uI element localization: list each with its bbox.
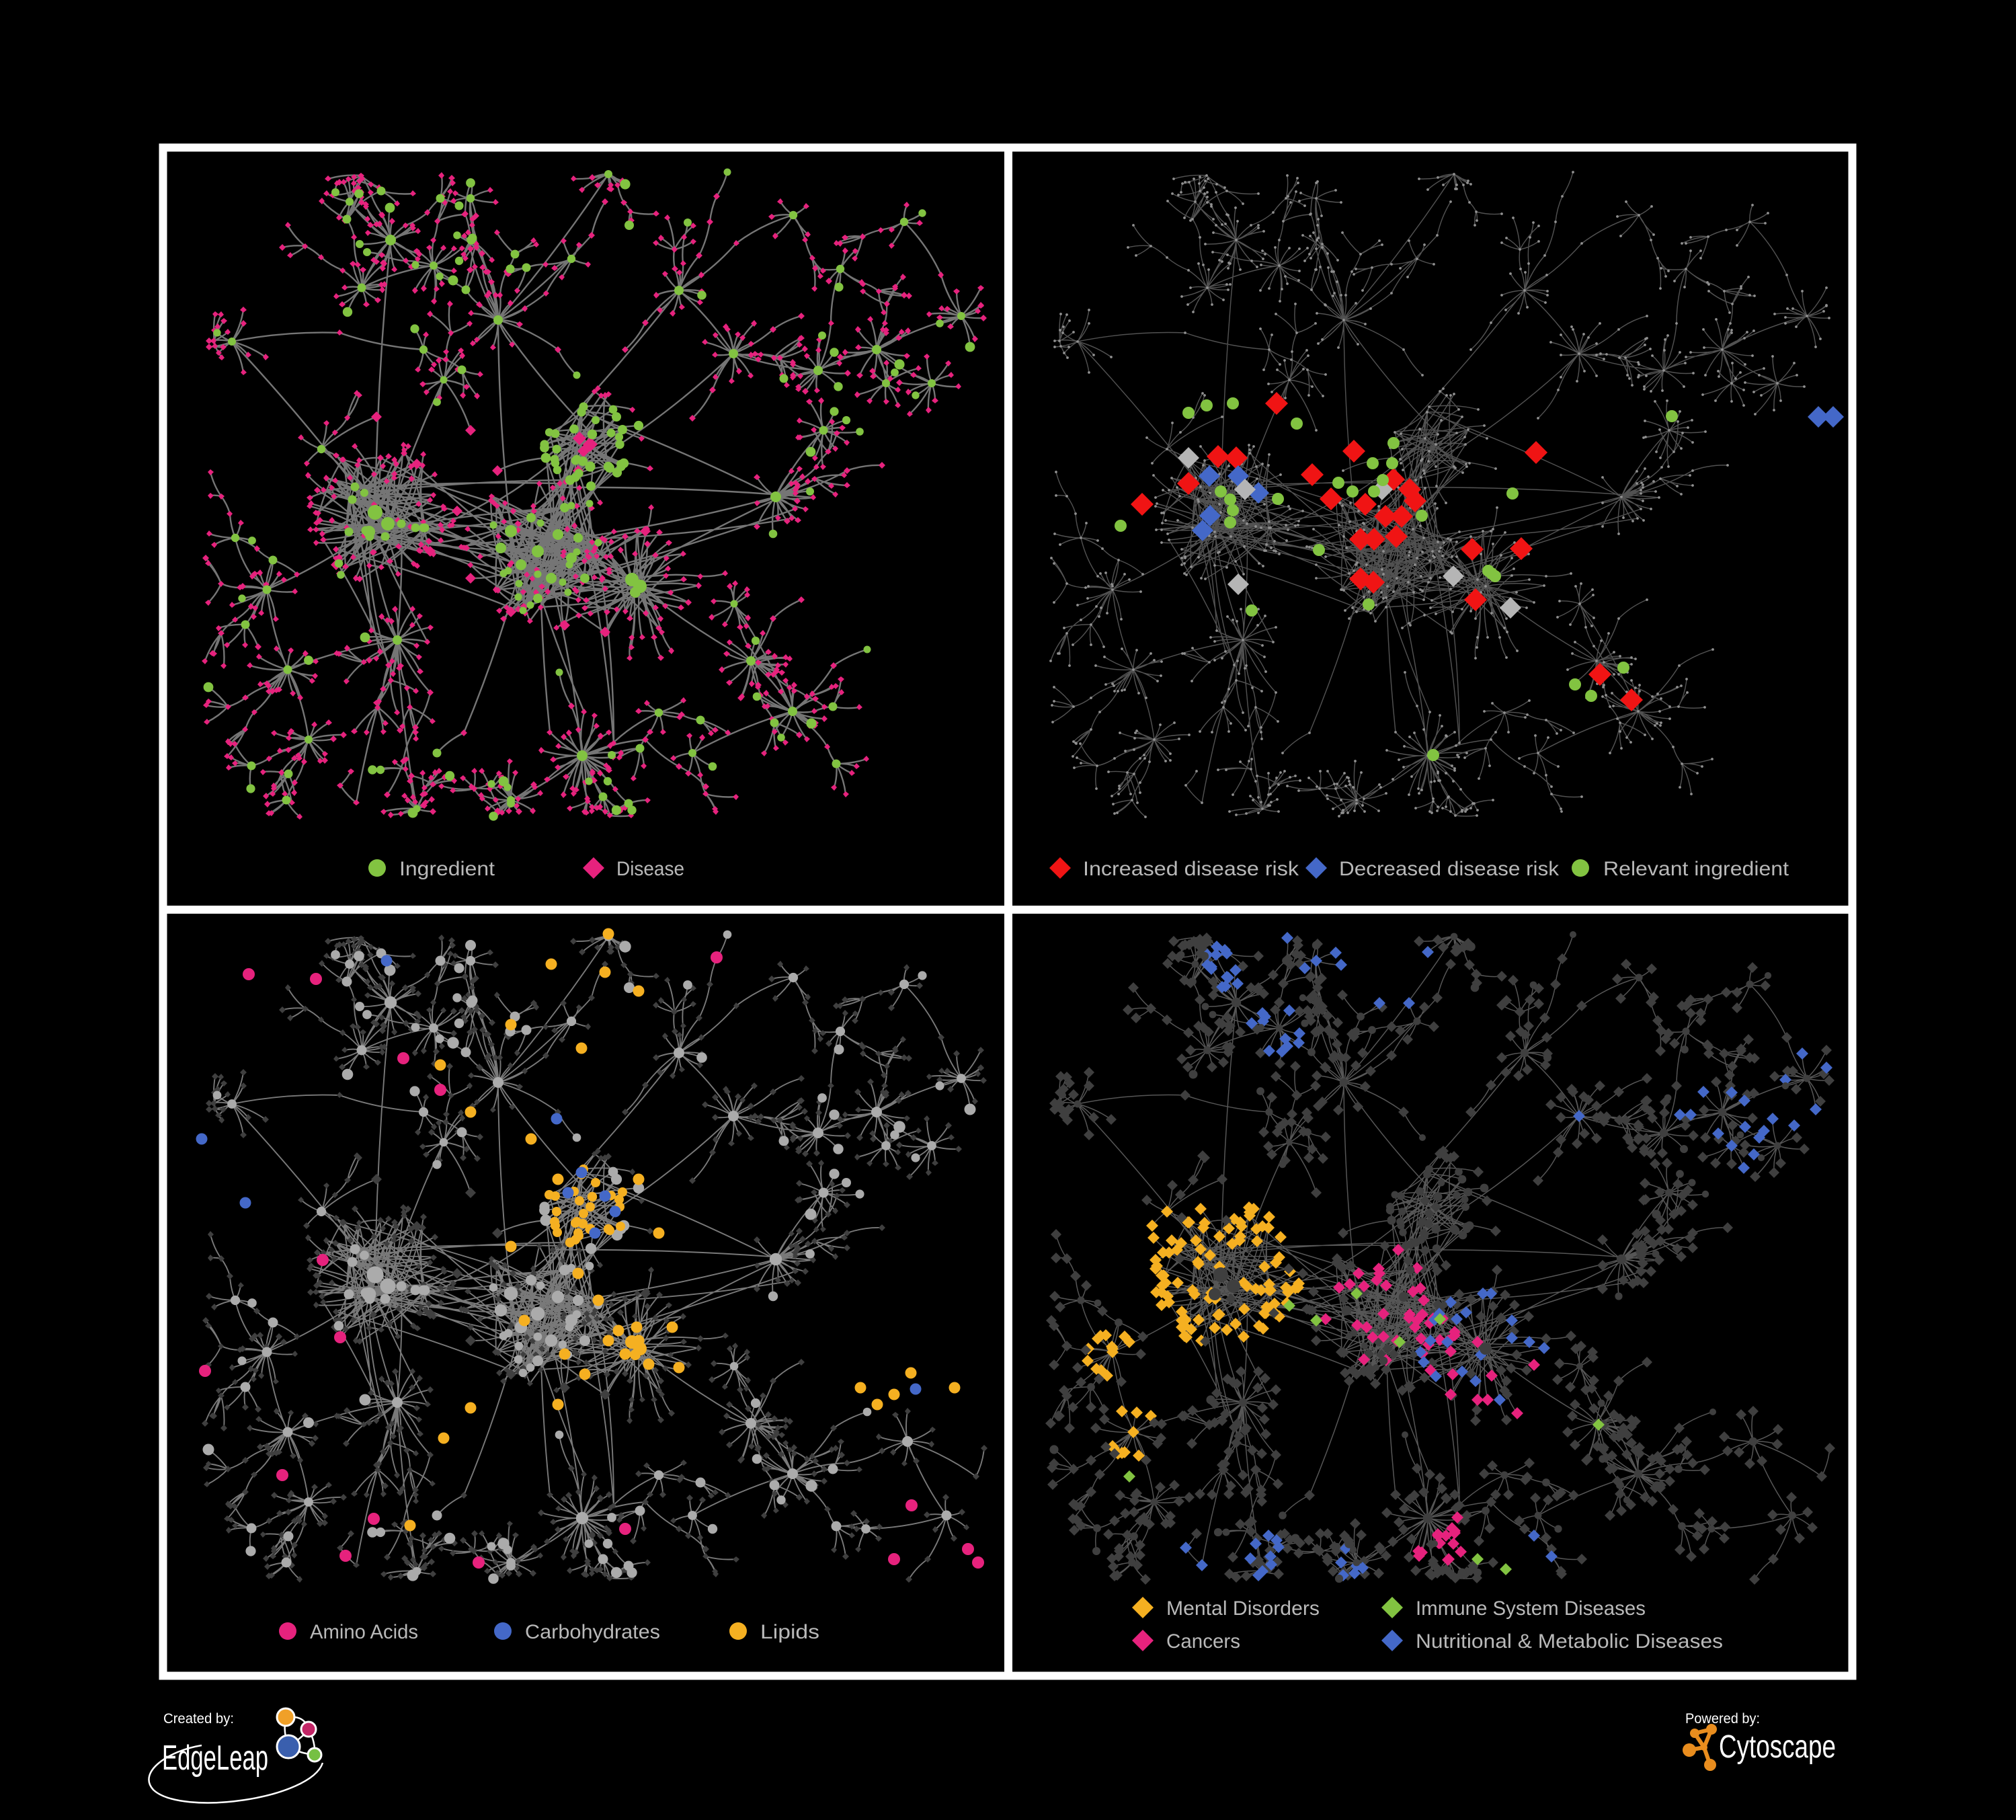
svg-text:Created by:: Created by: [163,1711,234,1727]
svg-text:Increased disease risk: Increased disease risk [1083,858,1299,880]
svg-text:Disease: Disease [616,858,684,880]
svg-text:Amino Acids: Amino Acids [310,1621,418,1643]
svg-text:Mental Disorders: Mental Disorders [1166,1597,1320,1620]
svg-text:Cytoscape: Cytoscape [1719,1729,1836,1765]
svg-text:Powered by:: Powered by: [1685,1711,1760,1727]
svg-text:Immune System Diseases: Immune System Diseases [1416,1597,1646,1620]
svg-text:Relevant ingredient: Relevant ingredient [1603,858,1789,880]
svg-text:Carbohydrates: Carbohydrates [525,1621,660,1643]
svg-text:EdgeLeap: EdgeLeap [162,1739,268,1778]
svg-text:Nutritional & Metabolic Diseas: Nutritional & Metabolic Diseases [1416,1630,1723,1653]
svg-text:Decreased disease risk: Decreased disease risk [1339,858,1560,880]
svg-text:Cancers: Cancers [1166,1630,1240,1653]
svg-text:Lipids: Lipids [760,1621,819,1643]
svg-text:Ingredient: Ingredient [399,858,495,880]
